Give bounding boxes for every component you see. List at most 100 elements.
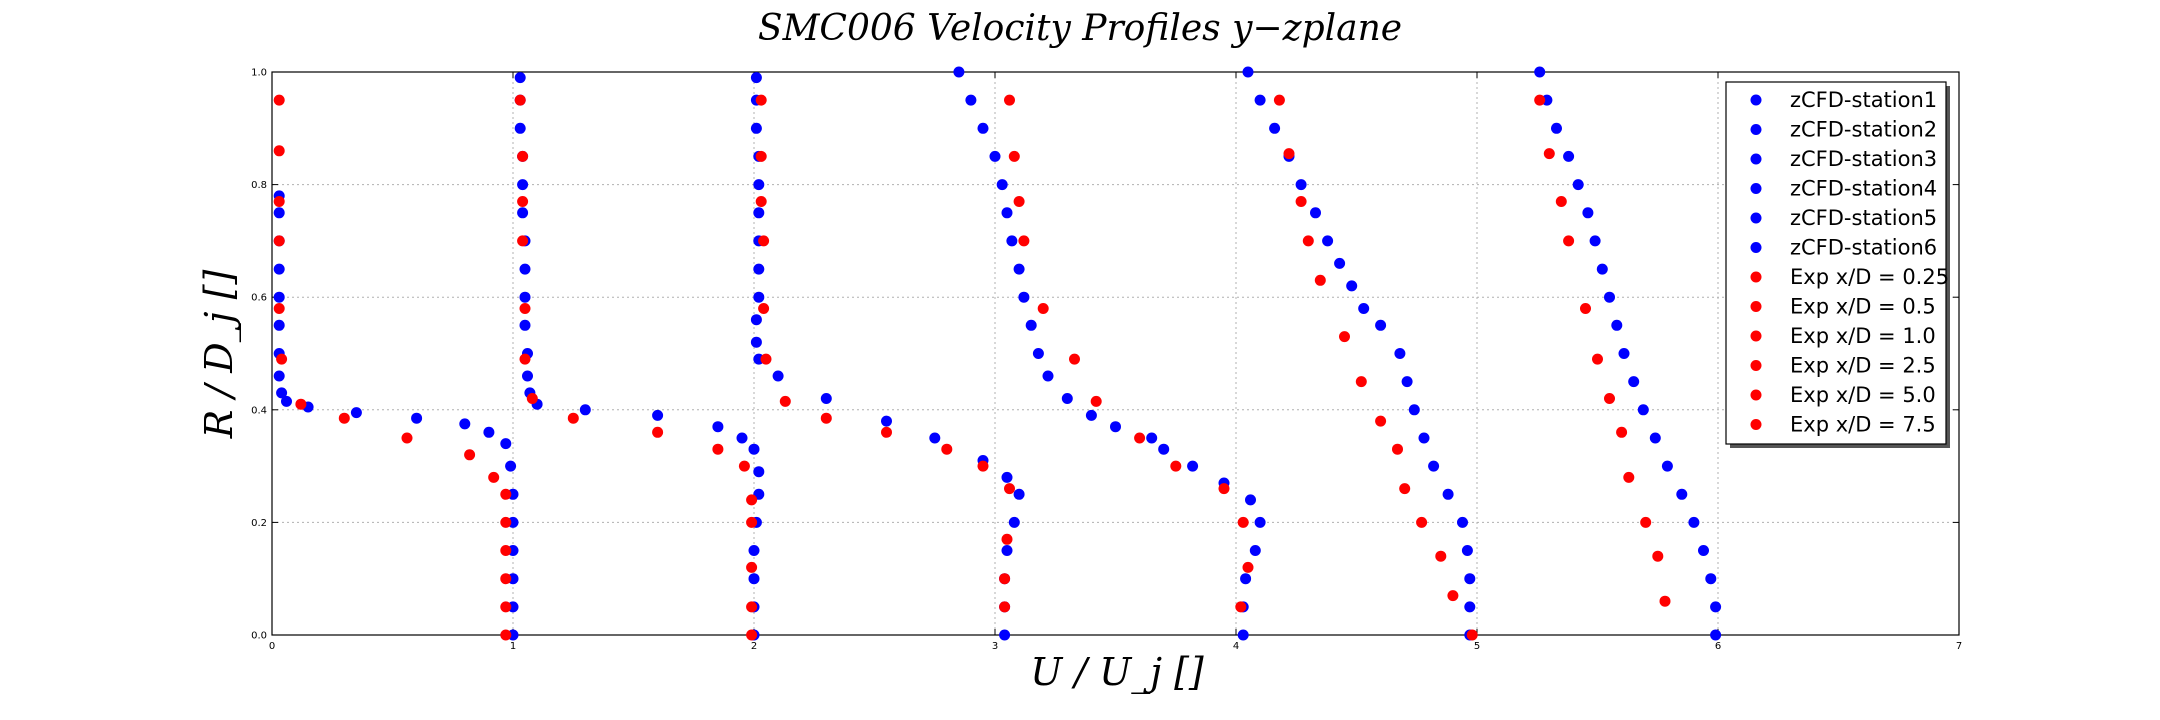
data-point (273, 303, 285, 314)
data-point (1616, 426, 1628, 438)
x-tick-label: 6 (1715, 641, 1721, 652)
legend-label: zCFD-station4 (1790, 177, 1937, 201)
series-cfd-5 (1534, 66, 1722, 641)
data-point (401, 432, 413, 444)
data-point (1604, 393, 1615, 404)
data-point (519, 303, 531, 314)
data-point (1237, 629, 1249, 641)
data-point (1242, 561, 1254, 573)
data-point (1457, 516, 1468, 528)
data-point (748, 443, 760, 455)
data-point (1314, 274, 1326, 286)
data-point (1069, 353, 1080, 365)
data-point (1339, 331, 1350, 343)
data-point (1628, 376, 1640, 388)
data-point (748, 573, 760, 585)
data-point (500, 438, 512, 450)
data-point (746, 601, 758, 613)
data-point (1249, 545, 1261, 556)
data-point (1418, 432, 1430, 444)
plot-frame (271, 71, 1960, 636)
data-point (929, 432, 941, 444)
data-point (1375, 319, 1387, 331)
data-point (712, 421, 724, 433)
data-point (881, 426, 892, 438)
legend-marker (1750, 330, 1762, 342)
data-point (977, 122, 989, 134)
legend-marker (1750, 212, 1762, 224)
legend-label: zCFD-station5 (1790, 206, 1937, 230)
data-point (514, 72, 526, 84)
data-point (338, 412, 350, 424)
data-point (273, 319, 285, 331)
data-point (276, 353, 288, 365)
legend-label: Exp x/D = 7.5 (1790, 413, 1936, 437)
data-point (1399, 483, 1411, 495)
data-point (1551, 122, 1562, 134)
data-point (1001, 471, 1013, 483)
data-point (1659, 595, 1671, 607)
data-point (999, 601, 1011, 613)
data-point (999, 629, 1011, 641)
legend-label: Exp x/D = 5.0 (1790, 383, 1936, 407)
legend-label: Exp x/D = 2.5 (1790, 354, 1936, 378)
y-tick-label: 0.8 (251, 180, 267, 191)
data-point (1435, 550, 1447, 562)
data-point (500, 629, 512, 641)
data-point (1428, 460, 1440, 472)
data-point (1346, 280, 1358, 292)
data-point (1302, 235, 1314, 247)
data-point (483, 426, 495, 438)
x-axis-label: U / U_j [] (1030, 650, 1204, 695)
data-point (753, 291, 765, 303)
data-point (1004, 483, 1015, 495)
data-point (1042, 370, 1054, 382)
data-point (820, 393, 832, 404)
data-point (517, 235, 529, 247)
data-point (1461, 545, 1473, 556)
data-point (746, 494, 758, 506)
series-cfd-0 (273, 190, 519, 641)
data-point (517, 196, 529, 207)
data-point (750, 122, 762, 134)
data-point (517, 179, 529, 191)
data-point (1245, 494, 1256, 506)
data-point (1618, 348, 1630, 359)
data-point (748, 545, 760, 556)
data-point (1563, 235, 1575, 247)
data-point (779, 395, 791, 407)
data-point (522, 370, 533, 382)
data-point (464, 449, 476, 461)
legend-marker (1750, 271, 1762, 283)
data-point (273, 207, 285, 219)
data-point (519, 319, 531, 331)
y-tick-label: 1.0 (251, 68, 267, 79)
data-point (772, 370, 784, 382)
data-point (760, 353, 772, 365)
series-cfd-2 (750, 72, 1025, 641)
data-point (753, 179, 765, 191)
series-cfd-1 (514, 72, 765, 641)
x-tick-label: 1 (510, 641, 516, 652)
data-point (1001, 533, 1013, 545)
data-point (746, 629, 758, 641)
data-point (1283, 148, 1295, 160)
data-point (1464, 573, 1476, 585)
chart-title: SMC006 Velocity Profiles y−zplane (758, 8, 1402, 49)
legend-marker (1750, 301, 1762, 312)
series-exp-11 (1534, 94, 1671, 607)
y-tick-label: 0.6 (251, 293, 267, 304)
data-point (1110, 421, 1121, 433)
series-cfd-3 (953, 66, 1266, 641)
data-point (1032, 348, 1044, 359)
data-point (996, 179, 1008, 191)
data-point (1004, 94, 1015, 106)
data-point (273, 94, 285, 106)
series-exp-7 (514, 94, 758, 641)
legend-items: zCFD-station1 zCFD-station2 zCFD-station3 z… (1750, 88, 1949, 437)
data-point (1710, 629, 1722, 641)
data-point (273, 263, 285, 275)
data-point (1589, 235, 1601, 247)
axis-ticks: 0 1 2 3 4 5 6 7 0.0 0.2 0.4 0.6 0.8 1.0 (251, 68, 1962, 653)
data-point (1218, 483, 1230, 495)
